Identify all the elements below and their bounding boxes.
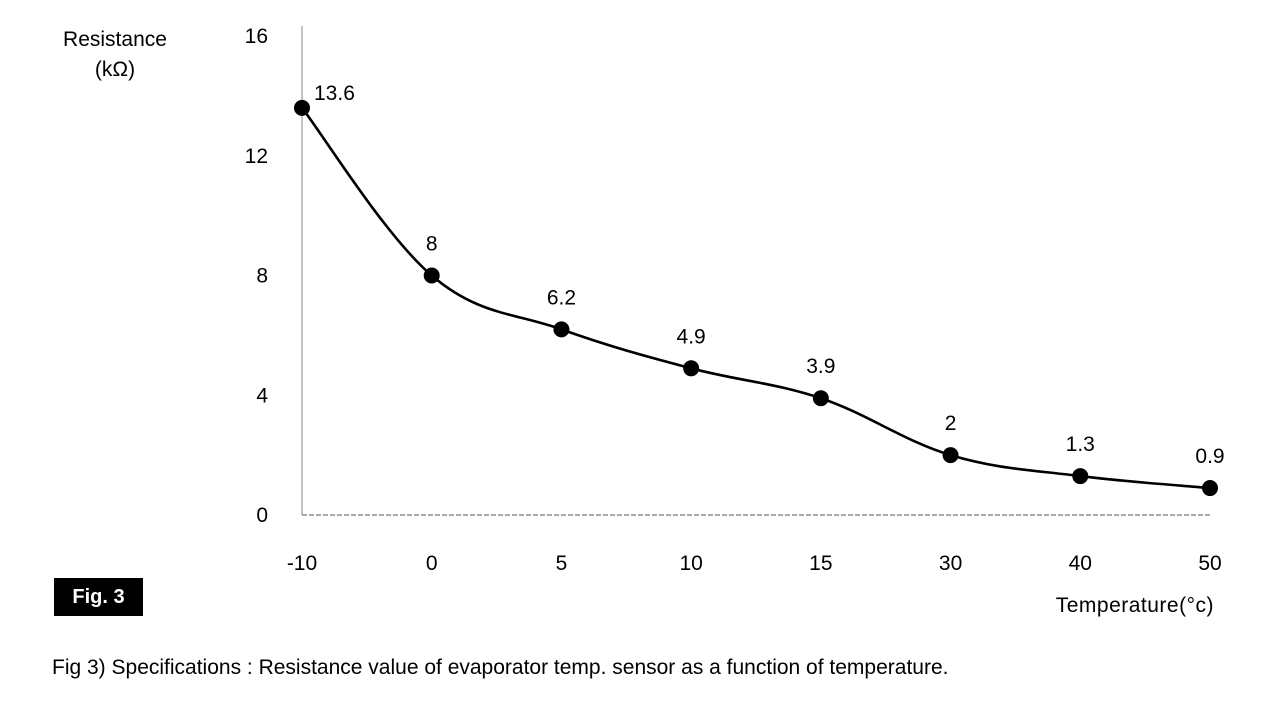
y-tick-label: 12 <box>245 145 268 168</box>
y-tick-label: 16 <box>245 25 268 48</box>
x-tick-label: 0 <box>426 552 438 575</box>
chart-series <box>294 99 1218 497</box>
data-label: 2 <box>945 412 957 435</box>
data-label: 1.3 <box>1066 433 1095 456</box>
data-point <box>683 360 700 377</box>
x-axis-label: Temperature(°c) <box>1055 594 1214 617</box>
y-tick-label: 4 <box>256 384 268 407</box>
data-label: 0.9 <box>1195 445 1224 468</box>
y-tick-label: 0 <box>256 504 268 527</box>
data-point <box>294 99 310 116</box>
x-tick-label: 15 <box>809 552 832 575</box>
x-tick-label: 10 <box>679 552 702 575</box>
data-label: 3.9 <box>806 355 835 378</box>
x-tick-label: 40 <box>1069 552 1092 575</box>
x-tick-label: -10 <box>287 552 317 575</box>
y-axis-label: Resistance <box>63 28 167 51</box>
data-point <box>1202 480 1218 497</box>
data-point <box>423 267 440 284</box>
y-axis-title: Resistance (kΩ) <box>52 25 178 85</box>
series-line <box>300 107 1211 490</box>
data-label: 6.2 <box>547 286 576 309</box>
data-point <box>553 321 570 338</box>
data-label: 13.6 <box>314 82 355 105</box>
data-label: 4.9 <box>677 325 706 348</box>
data-label: 8 <box>426 233 438 256</box>
data-point <box>812 390 829 407</box>
y-tick-label: 8 <box>256 265 268 288</box>
y-axis-unit: (kΩ) <box>94 58 136 81</box>
chart-data-labels: 13.6 8 6.2 4.9 3.9 2 1.3 0.9 <box>314 82 1225 468</box>
chart-tick-labels: 0 4 8 12 16 -10 0 5 10 15 30 40 50 <box>245 25 1222 575</box>
x-tick-label: 50 <box>1198 552 1221 575</box>
figure-badge: Fig. 3 <box>54 578 143 616</box>
figure-caption: Fig 3) Specifications : Resistance value… <box>52 656 949 679</box>
data-point <box>1072 468 1089 485</box>
x-tick-label: 5 <box>556 552 568 575</box>
data-point <box>942 447 959 464</box>
x-tick-label: 30 <box>939 552 962 575</box>
